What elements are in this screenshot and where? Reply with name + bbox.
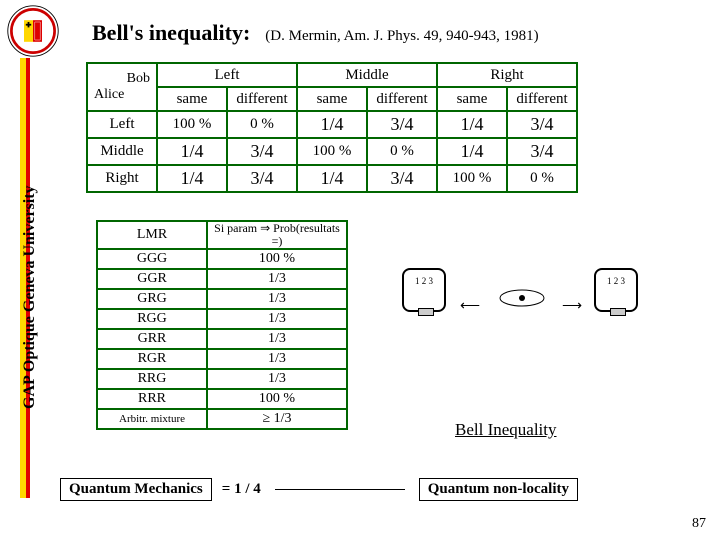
title-row: Bell's inequality: (D. Mermin, Am. J. Ph… <box>92 20 707 46</box>
table-row: Middle 1/43/4 100 %0 % 1/43/4 <box>87 138 577 165</box>
nonlocality-box: Quantum non-locality <box>419 478 578 501</box>
table-row: RRG1/3 <box>97 369 347 389</box>
qm-box: Quantum Mechanics <box>60 478 212 501</box>
table-row: RGG1/3 <box>97 309 347 329</box>
lmr-table: LMR Si param ⇒ Prob(resultats =) GGG100 … <box>96 220 348 430</box>
bob-detector-icon: 1 2 3 <box>594 268 638 312</box>
t2-head1: LMR <box>97 221 207 249</box>
probability-table: Bob Alice Left Middle Right same differe… <box>86 62 578 193</box>
table-row: GGR1/3 <box>97 269 347 289</box>
t1-corner: Bob Alice <box>87 63 157 111</box>
table-row: Left 100 %0 % 1/43/4 1/43/4 <box>87 111 577 138</box>
table-row: GRR1/3 <box>97 329 347 349</box>
bottom-equation-row: Quantum Mechanics = 1 / 4 Quantum non-lo… <box>60 478 700 501</box>
source-icon <box>497 288 547 308</box>
table-row: RGR1/3 <box>97 349 347 369</box>
divider-line <box>275 489 405 490</box>
table-row: RRR100 % <box>97 389 347 409</box>
geneva-seal <box>6 4 60 58</box>
table-row: Right 1/43/4 1/43/4 100 %0 % <box>87 165 577 192</box>
detector-diagram: 1 2 3 ⟵ ⟶ 1 2 3 <box>402 260 642 330</box>
t1-col-right: Right <box>437 63 577 87</box>
alice-detector-icon: 1 2 3 <box>402 268 446 312</box>
side-affiliation: GAP Optique Geneva University <box>21 169 39 409</box>
t1-col-left: Left <box>157 63 297 87</box>
table-row: GRG1/3 <box>97 289 347 309</box>
page-number: 87 <box>692 516 706 532</box>
bell-inequality-label: Bell Inequality <box>455 420 557 440</box>
t1-col-middle: Middle <box>297 63 437 87</box>
table-row: GGG100 % <box>97 249 347 269</box>
arrow-icon: ⟶ <box>562 298 582 315</box>
title-main: Bell's inequality: <box>92 20 250 45</box>
t2-head2: Si param ⇒ Prob(resultats =) <box>207 221 347 249</box>
title-reference: (D. Mermin, Am. J. Phys. 49, 940-943, 19… <box>265 28 538 44</box>
arrow-icon: ⟵ <box>460 298 480 315</box>
qm-value: = 1 / 4 <box>222 481 261 498</box>
table-row: Arbitr. mixture≥ 1/3 <box>97 409 347 429</box>
